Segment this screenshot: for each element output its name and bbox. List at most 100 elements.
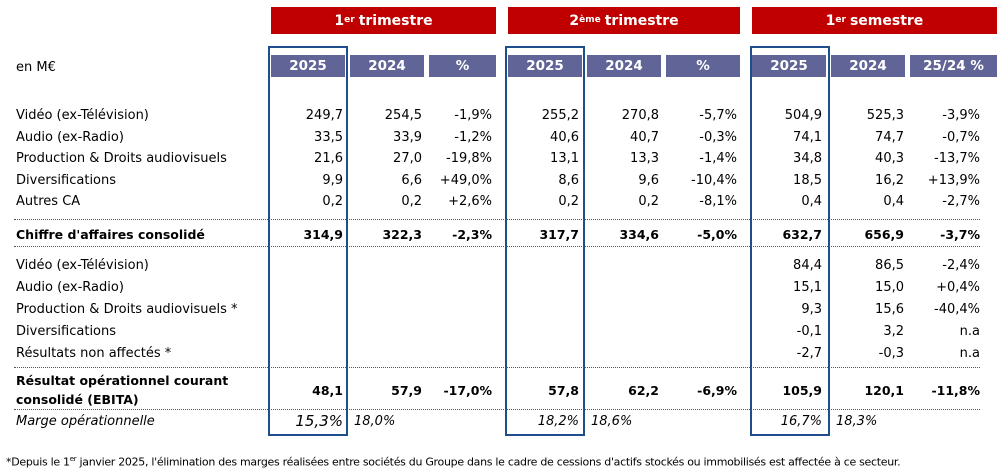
table-cell: 317,7 — [539, 227, 579, 242]
table-cell: 120,1 — [864, 383, 904, 398]
group-q1-sup-num: 1 — [334, 12, 345, 29]
table-cell: 0,4 — [883, 194, 904, 209]
column-header-q2-2025: 2025 — [508, 55, 582, 77]
table-cell: -0,1 — [796, 324, 822, 339]
row-label: Vidéo (ex-Télévision) — [16, 108, 149, 123]
table-cell: 13,3 — [630, 151, 659, 166]
table-cell: 86,5 — [875, 258, 904, 273]
table-cell: 18,2% — [537, 414, 579, 429]
group-q2-sup-num: 2 — [569, 12, 580, 29]
table-cell: 0,2 — [322, 194, 343, 209]
table-cell: 18,3% — [836, 414, 878, 429]
revenue-row: Production & Droits audiovisuels 21,6 27,0… — [0, 148, 1005, 169]
row-label: Vidéo (ex-Télévision) — [16, 258, 149, 273]
row-label: Autres CA — [16, 194, 81, 209]
table-cell: 34,8 — [793, 151, 822, 166]
table-cell: -40,4% — [934, 302, 980, 317]
table-cell: 105,9 — [782, 383, 822, 398]
table-cell: 322,3 — [382, 227, 422, 242]
revenue-total-row: Chiffre d'affaires consolidé 314,9 322,3… — [0, 224, 1005, 245]
table-cell: 9,9 — [322, 172, 343, 188]
table-cell: 525,3 — [866, 108, 904, 123]
table-cell: 0,2 — [401, 194, 422, 209]
table-cell: -0,7% — [942, 129, 980, 145]
table-cell: +13,9% — [927, 172, 980, 188]
column-header-q1-pct: % — [429, 55, 496, 77]
table-cell: -0,3 — [878, 346, 904, 361]
table-cell: 15,6 — [875, 302, 904, 317]
footnote-prefix: *Depuis le 1 — [6, 455, 70, 469]
margin-row: Marge opérationnelle 15,3% 18,0% 18,2% 1… — [0, 411, 1005, 432]
table-cell: -8,1% — [699, 194, 737, 209]
table-cell: 270,8 — [621, 108, 659, 123]
row-label: Résultats non affectés * — [16, 346, 172, 361]
column-header-q2-2024: 2024 — [587, 55, 661, 77]
table-cell: -2,7% — [942, 194, 980, 209]
table-cell: 57,9 — [391, 383, 422, 398]
row-label: Production & Droits audiovisuels * — [16, 302, 238, 317]
table-cell: 48,1 — [312, 383, 343, 398]
ebita-row: Résultats non affectés * -2,7 -0,3 n.a — [0, 343, 1005, 364]
table-cell: 33,5 — [314, 129, 343, 145]
revenue-row: Audio (ex-Radio) 33,5 33,9 -1,2% 40,6 40,7 -0,… — [0, 127, 1005, 148]
footnote-sup: er — [69, 455, 77, 463]
table-cell: 40,6 — [550, 129, 579, 145]
table-cell: -13,7% — [934, 151, 980, 166]
table-cell: 18,0% — [354, 414, 396, 429]
table-cell: 40,7 — [630, 129, 659, 145]
separator-ebita — [14, 367, 980, 368]
table-cell: -11,8% — [931, 383, 980, 398]
table-cell: 13,1 — [550, 151, 579, 166]
table-cell: 0,4 — [801, 194, 822, 209]
table-cell: 314,9 — [303, 227, 343, 242]
table-cell: 255,2 — [541, 108, 579, 123]
table-cell: -5,0% — [697, 227, 737, 242]
column-header-q1-2024: 2024 — [350, 55, 424, 77]
table-cell: 18,5 — [793, 172, 822, 188]
table-cell: -19,8% — [446, 151, 492, 166]
ebita-total-row: 48,1 57,9 -17,0% 57,8 62,2 -6,9% 105,9 1… — [0, 380, 1005, 401]
table-cell: n.a — [959, 346, 980, 361]
table-cell: +0,4% — [936, 280, 980, 295]
group-s1-sup: er — [835, 14, 846, 25]
ebita-row: Audio (ex-Radio) 15,1 15,0 +0,4% — [0, 277, 1005, 298]
revenue-row: Vidéo (ex-Télévision) 249,7 254,5 -1,9% 255,… — [0, 105, 1005, 126]
ebita-row: Diversifications -0,1 3,2 n.a — [0, 321, 1005, 342]
table-cell: -2,7 — [796, 346, 822, 361]
table-cell: 16,7% — [780, 414, 822, 429]
table-cell: 0,2 — [638, 194, 659, 209]
table-cell: 21,6 — [314, 151, 343, 166]
group-header-s1: 1 er semestre — [752, 7, 997, 34]
table-cell: 33,9 — [393, 129, 422, 145]
separator-revenue-total — [14, 246, 980, 247]
table-cell: -1,9% — [454, 108, 492, 123]
table-cell: -0,3% — [699, 129, 737, 145]
unit-label: en M€ — [16, 60, 56, 75]
highlight-frame-q2-2025 — [505, 46, 585, 436]
row-label: Diversifications — [16, 172, 117, 188]
table-cell: 74,1 — [793, 129, 822, 145]
table-cell: 249,7 — [305, 108, 343, 123]
ebita-label-line1: Résultat opérationnel courant — [16, 373, 229, 388]
column-header-s1-pct: 25/24 % — [910, 55, 997, 77]
margin-label: Marge opérationnelle — [16, 414, 155, 429]
group-q1-sup: er — [344, 14, 355, 25]
table-cell: 57,8 — [548, 383, 579, 398]
column-header-s1-2024: 2024 — [831, 55, 905, 77]
table-cell: 84,4 — [793, 258, 822, 273]
group-q2-title: trimestre — [604, 12, 679, 29]
table-cell: 6,6 — [401, 172, 422, 188]
table-cell: -1,4% — [699, 151, 737, 166]
table-cell: -6,9% — [697, 383, 737, 398]
column-header-s1-2025: 2025 — [752, 55, 826, 77]
ebita-total-label: Résultat opérationnel courant consolidé … — [16, 371, 266, 409]
table-cell: 504,9 — [784, 108, 822, 123]
table-cell: 40,3 — [875, 151, 904, 166]
table-cell: 632,7 — [782, 227, 822, 242]
row-label: Audio (ex-Radio) — [16, 280, 124, 295]
table-cell: 74,7 — [875, 129, 904, 145]
revenue-row: Diversifications 9,9 6,6 +49,0% 8,6 9,6 -10,4%… — [0, 170, 1005, 191]
separator-revenue — [14, 219, 980, 220]
row-label: Audio (ex-Radio) — [16, 129, 124, 145]
table-cell: n.a — [959, 324, 980, 339]
